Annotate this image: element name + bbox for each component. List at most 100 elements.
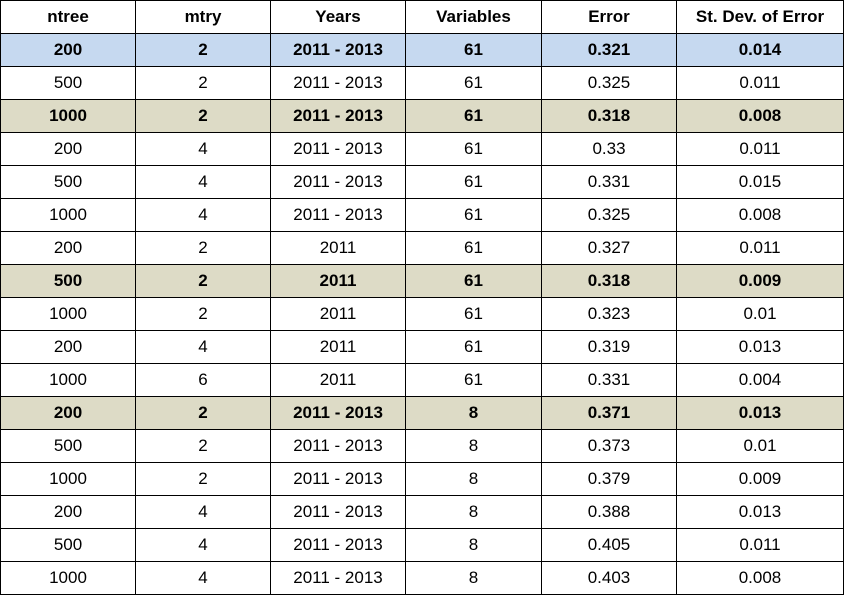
cell-error: 0.318 [541, 99, 677, 133]
table-row: 500 4 2011 - 2013 61 0.331 0.015 [0, 165, 844, 199]
cell-variables: 61 [405, 132, 542, 166]
cell-mtry: 2 [135, 231, 271, 265]
table-row: 200 2 2011 - 2013 8 0.371 0.013 [0, 396, 844, 430]
cell-years: 2011 - 2013 [270, 198, 406, 232]
cell-mtry: 2 [135, 66, 271, 100]
cell-mtry: 4 [135, 528, 271, 562]
table-row: 500 2 2011 61 0.318 0.009 [0, 264, 844, 298]
cell-error: 0.318 [541, 264, 677, 298]
cell-st-dev-of-error: 0.011 [676, 132, 844, 166]
cell-variables: 8 [405, 495, 542, 529]
cell-ntree: 1000 [0, 363, 136, 397]
cell-mtry: 2 [135, 462, 271, 496]
cell-error: 0.319 [541, 330, 677, 364]
cell-st-dev-of-error: 0.013 [676, 396, 844, 430]
table-row: 1000 2 2011 - 2013 61 0.318 0.008 [0, 99, 844, 133]
cell-st-dev-of-error: 0.01 [676, 429, 844, 463]
cell-years: 2011 - 2013 [270, 528, 406, 562]
cell-variables: 8 [405, 462, 542, 496]
cell-error: 0.388 [541, 495, 677, 529]
cell-error: 0.331 [541, 165, 677, 199]
header-years: Years [270, 0, 406, 34]
cell-error: 0.405 [541, 528, 677, 562]
cell-mtry: 2 [135, 297, 271, 331]
cell-variables: 61 [405, 198, 542, 232]
table-row: 200 4 2011 - 2013 8 0.388 0.013 [0, 495, 844, 529]
table-row: 500 2 2011 - 2013 8 0.373 0.01 [0, 429, 844, 463]
cell-years: 2011 [270, 330, 406, 364]
table-row: 1000 2 2011 - 2013 8 0.379 0.009 [0, 462, 844, 496]
cell-ntree: 500 [0, 429, 136, 463]
cell-variables: 61 [405, 363, 542, 397]
cell-st-dev-of-error: 0.01 [676, 297, 844, 331]
cell-st-dev-of-error: 0.004 [676, 363, 844, 397]
table-row: 200 4 2011 - 2013 61 0.33 0.011 [0, 132, 844, 166]
cell-variables: 8 [405, 528, 542, 562]
cell-variables: 61 [405, 165, 542, 199]
cell-mtry: 2 [135, 396, 271, 430]
cell-mtry: 4 [135, 132, 271, 166]
table-row: 200 4 2011 61 0.319 0.013 [0, 330, 844, 364]
cell-mtry: 2 [135, 264, 271, 298]
cell-years: 2011 - 2013 [270, 396, 406, 430]
cell-st-dev-of-error: 0.011 [676, 528, 844, 562]
cell-st-dev-of-error: 0.009 [676, 462, 844, 496]
cell-years: 2011 - 2013 [270, 495, 406, 529]
cell-years: 2011 - 2013 [270, 132, 406, 166]
table-row: 200 2 2011 61 0.327 0.011 [0, 231, 844, 265]
cell-variables: 8 [405, 561, 542, 595]
header-variables: Variables [405, 0, 542, 34]
cell-mtry: 4 [135, 330, 271, 364]
cell-years: 2011 [270, 363, 406, 397]
cell-error: 0.403 [541, 561, 677, 595]
cell-error: 0.371 [541, 396, 677, 430]
header-error: Error [541, 0, 677, 34]
cell-error: 0.323 [541, 297, 677, 331]
cell-error: 0.325 [541, 198, 677, 232]
header-ntree: ntree [0, 0, 136, 34]
cell-variables: 61 [405, 99, 542, 133]
cell-ntree: 1000 [0, 198, 136, 232]
cell-ntree: 1000 [0, 297, 136, 331]
cell-st-dev-of-error: 0.011 [676, 66, 844, 100]
cell-mtry: 4 [135, 165, 271, 199]
cell-mtry: 4 [135, 198, 271, 232]
cell-ntree: 1000 [0, 561, 136, 595]
cell-st-dev-of-error: 0.011 [676, 231, 844, 265]
cell-ntree: 500 [0, 528, 136, 562]
cell-ntree: 1000 [0, 462, 136, 496]
cell-st-dev-of-error: 0.008 [676, 561, 844, 595]
cell-ntree: 500 [0, 66, 136, 100]
cell-error: 0.373 [541, 429, 677, 463]
cell-variables: 8 [405, 396, 542, 430]
cell-st-dev-of-error: 0.013 [676, 495, 844, 529]
cell-ntree: 500 [0, 264, 136, 298]
table-row: 500 2 2011 - 2013 61 0.325 0.011 [0, 66, 844, 100]
cell-ntree: 1000 [0, 99, 136, 133]
table-row: 500 4 2011 - 2013 8 0.405 0.011 [0, 528, 844, 562]
cell-years: 2011 - 2013 [270, 561, 406, 595]
cell-years: 2011 [270, 264, 406, 298]
cell-years: 2011 - 2013 [270, 165, 406, 199]
cell-mtry: 4 [135, 561, 271, 595]
cell-error: 0.325 [541, 66, 677, 100]
cell-years: 2011 - 2013 [270, 462, 406, 496]
cell-years: 2011 - 2013 [270, 429, 406, 463]
table-body: 200 2 2011 - 2013 61 0.321 0.014 500 2 2011 - 20… [0, 33, 844, 595]
cell-variables: 61 [405, 33, 542, 67]
cell-ntree: 200 [0, 396, 136, 430]
table-row: 1000 4 2011 - 2013 8 0.403 0.008 [0, 561, 844, 595]
cell-years: 2011 [270, 231, 406, 265]
cell-ntree: 200 [0, 132, 136, 166]
cell-st-dev-of-error: 0.013 [676, 330, 844, 364]
cell-variables: 61 [405, 297, 542, 331]
cell-error: 0.331 [541, 363, 677, 397]
header-st-dev-of-error: St. Dev. of Error [676, 0, 844, 34]
cell-mtry: 2 [135, 99, 271, 133]
table-row: 1000 6 2011 61 0.331 0.004 [0, 363, 844, 397]
header-row: ntree mtry Years Variables Error St. Dev… [0, 0, 844, 34]
cell-ntree: 200 [0, 33, 136, 67]
table-row: 200 2 2011 - 2013 61 0.321 0.014 [0, 33, 844, 67]
cell-mtry: 6 [135, 363, 271, 397]
